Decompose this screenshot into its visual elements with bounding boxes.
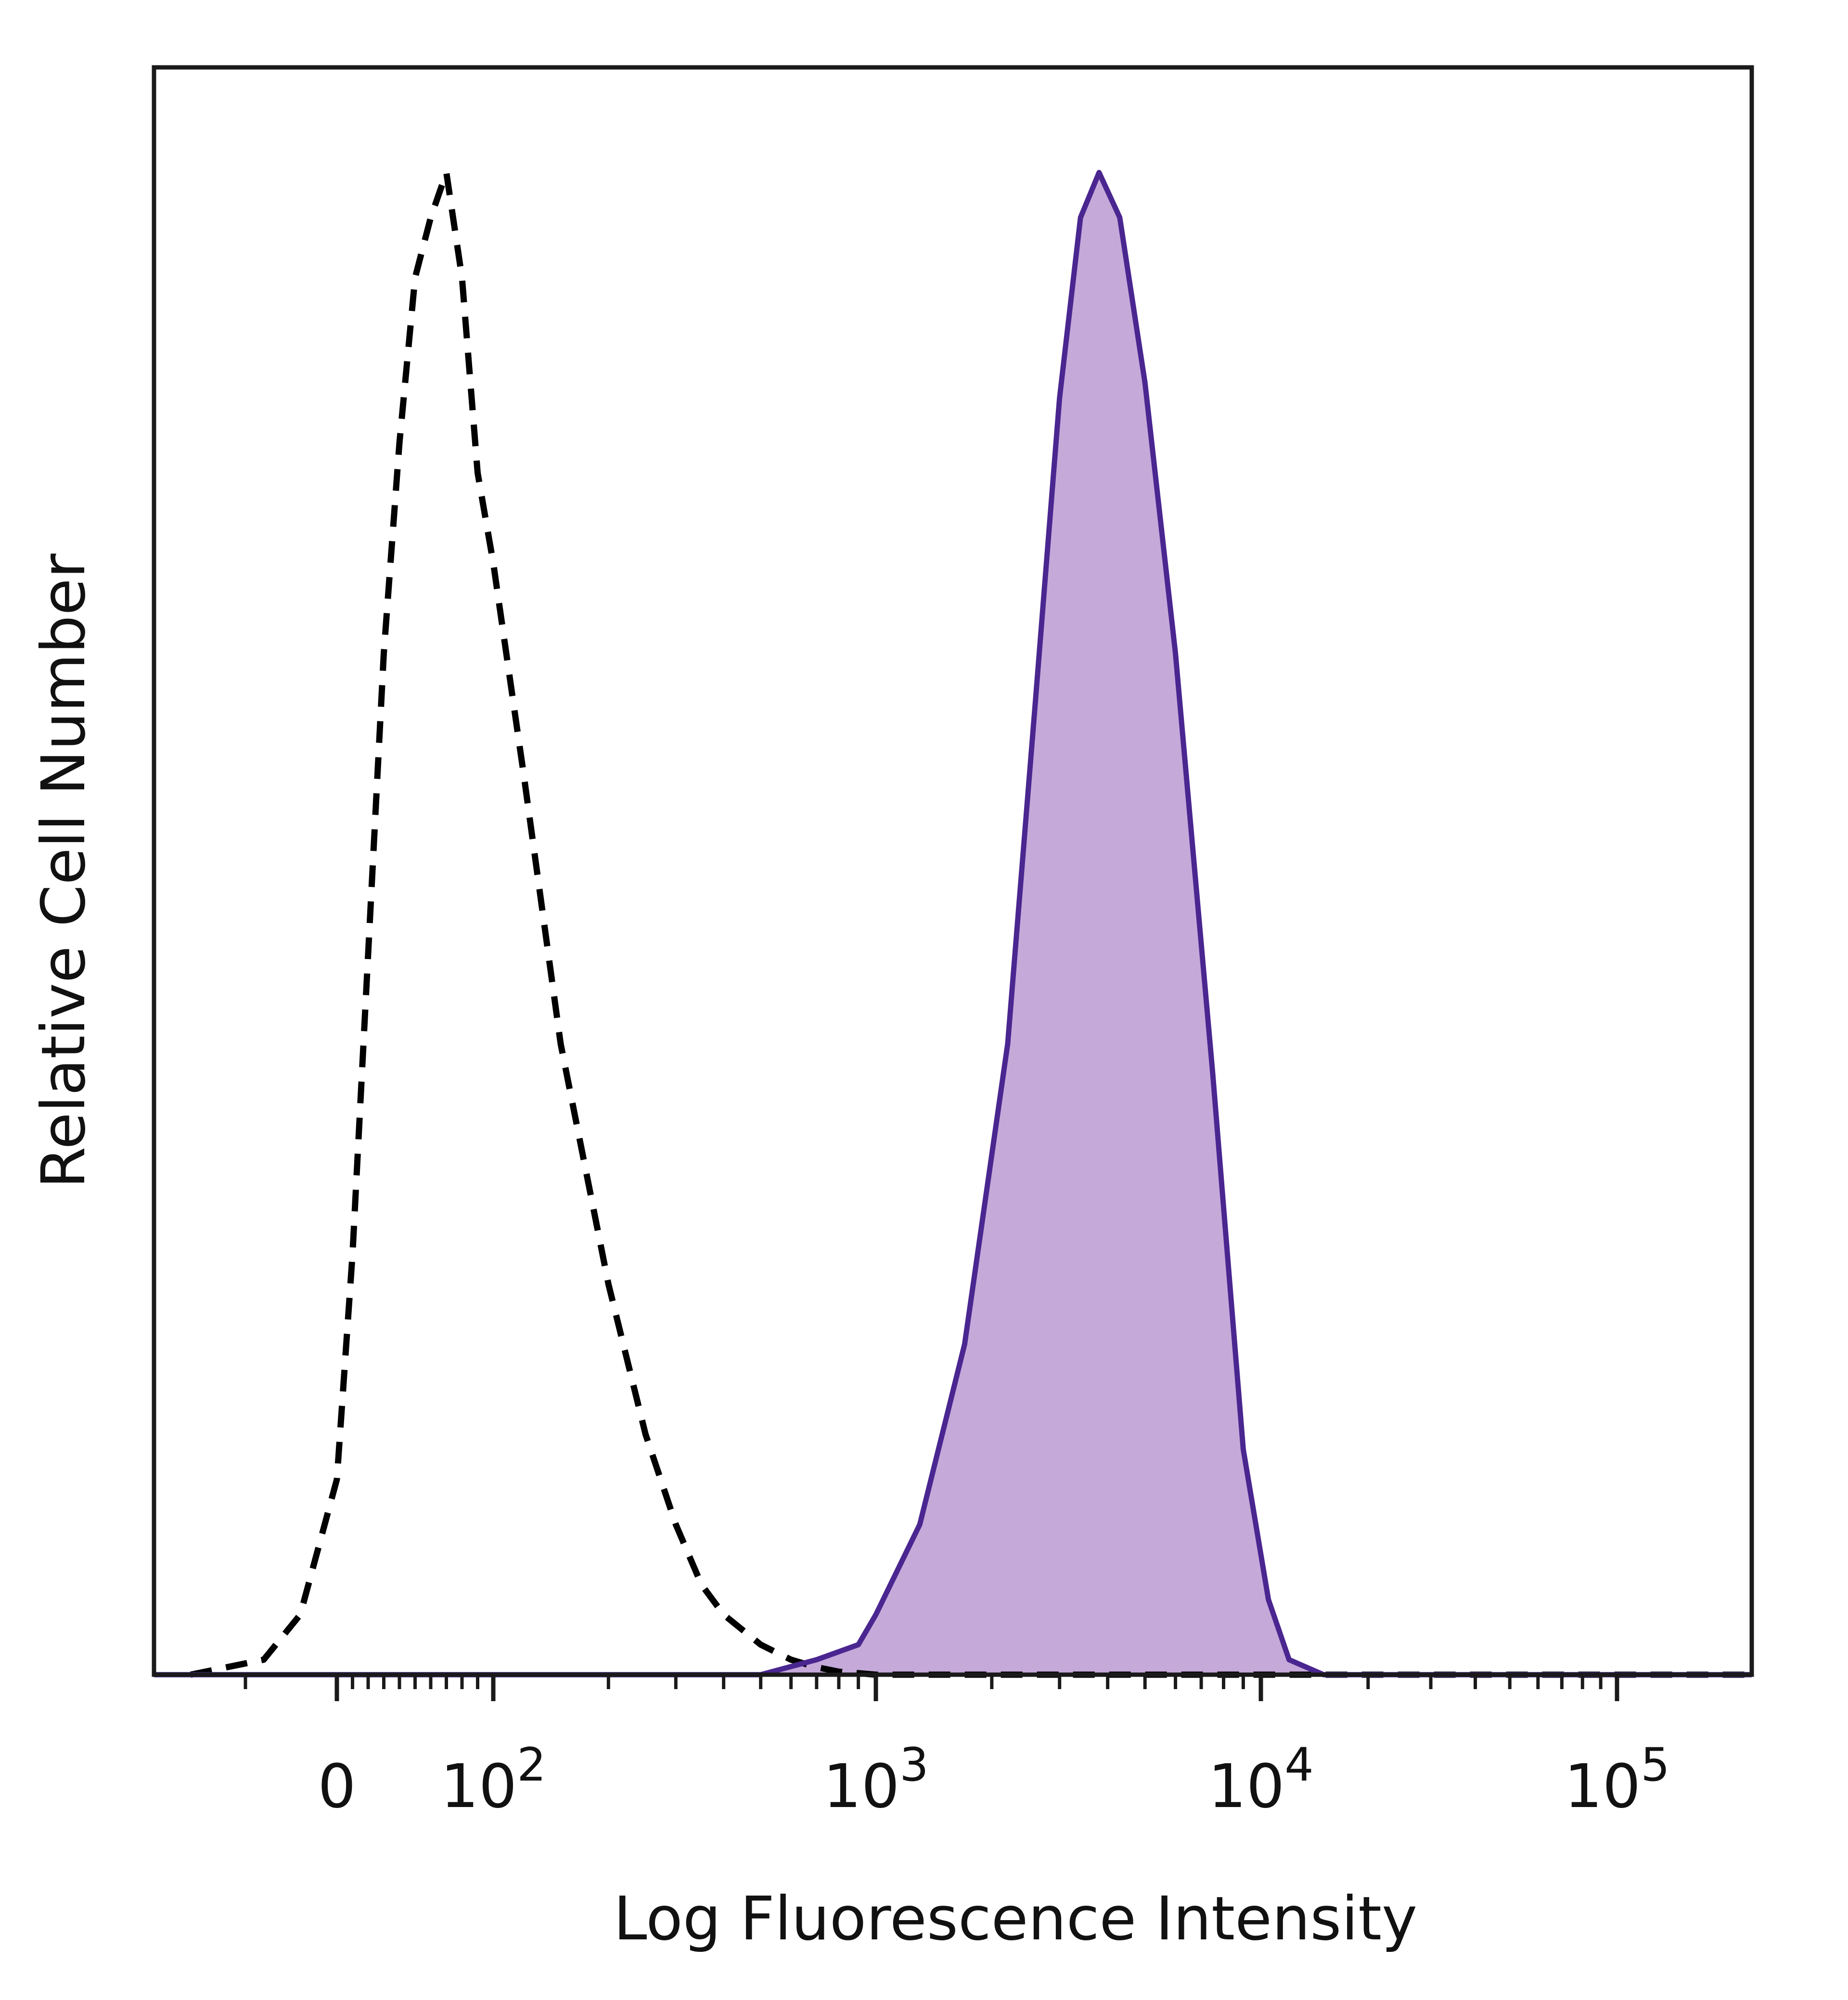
x-tick-label: 105 [1564,1739,1670,1821]
series-1-line [154,170,1752,1678]
x-axis-title: Log Fluorescence Intensity [614,1884,1417,1954]
x-tick-label: 103 [823,1739,929,1821]
x-axis-ticks: 0 102 103 104 105 [244,1675,1670,1821]
plot-layer [154,169,1752,1678]
x-tick-label: 104 [1208,1739,1314,1821]
series-1-fill [154,172,1752,1675]
y-axis-title: Relative Cell Number [29,553,99,1189]
x-tick-label: 0 [318,1752,356,1821]
series-0-line [190,169,1752,1678]
plot-frame [152,65,1754,1677]
x-tick-label: 102 [440,1739,546,1821]
